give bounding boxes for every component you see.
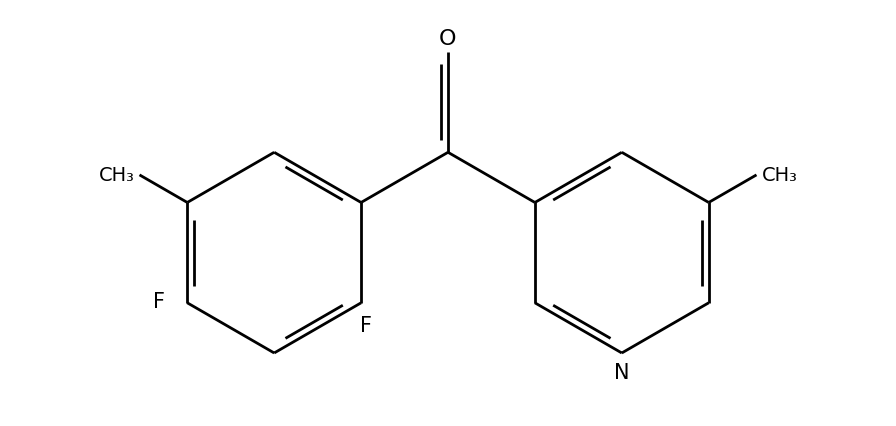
Text: CH₃: CH₃: [99, 166, 134, 185]
Text: O: O: [439, 29, 457, 49]
Text: F: F: [360, 315, 372, 335]
Text: CH₃: CH₃: [762, 166, 797, 185]
Text: N: N: [614, 362, 630, 382]
Text: F: F: [153, 291, 165, 311]
